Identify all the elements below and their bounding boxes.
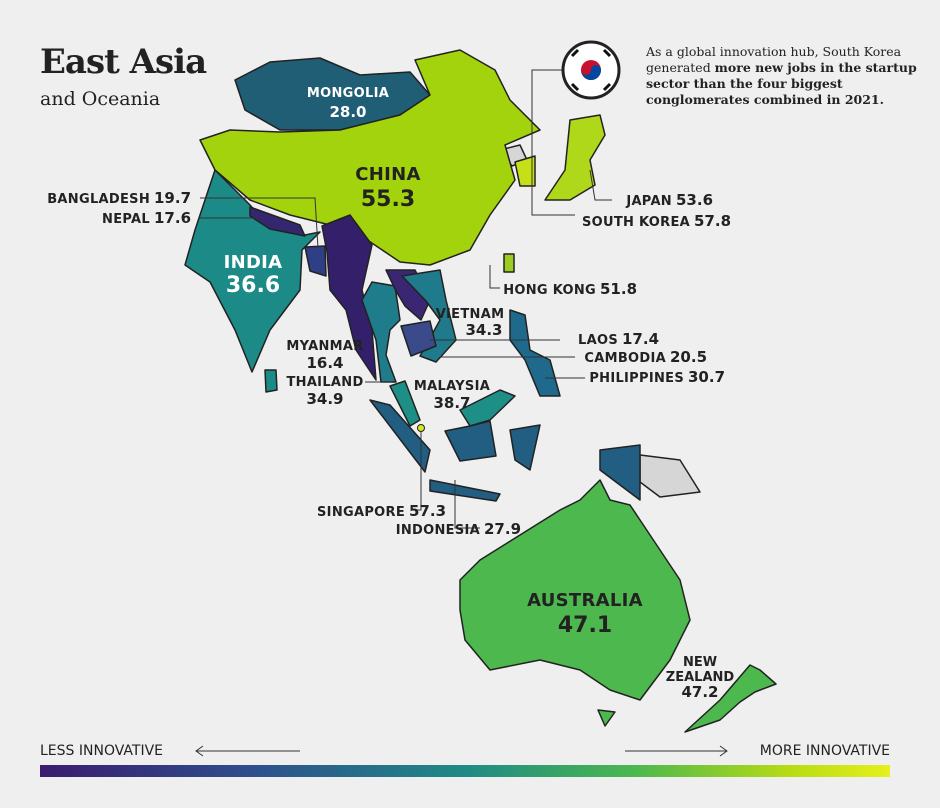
region-name: NEW ZEALAND: [665, 655, 735, 685]
region-shape: [509, 424, 541, 471]
legend-arrow: [625, 745, 728, 757]
region-name: MALAYSIA: [414, 379, 490, 394]
region-shape: [321, 214, 377, 381]
region-score: 19.7: [154, 189, 191, 207]
region-score: 47.2: [681, 683, 719, 701]
region-name: PHILIPPINES: [589, 371, 684, 386]
region-label: NEW ZEALAND 47.2: [660, 655, 740, 700]
region-shape: [459, 479, 691, 701]
region-name: BANGLADESH: [47, 192, 150, 207]
region-shape: [599, 444, 641, 501]
png-shape: [639, 454, 701, 498]
region-name: LAOS: [578, 333, 618, 348]
leader-line: [489, 265, 500, 289]
leader-line: [412, 432, 422, 511]
region-name: MYANMAR: [286, 339, 363, 354]
region-score: 16.4: [306, 354, 343, 372]
region-name: SOUTH KOREA: [582, 215, 690, 230]
region-name: SINGAPORE: [317, 505, 405, 520]
region-shape: [514, 155, 536, 187]
region-name: MONGOLIA: [307, 86, 389, 101]
region-score: 38.7: [433, 394, 470, 412]
region-shape: [509, 309, 561, 397]
region-score: 47.1: [558, 613, 612, 638]
region-score: 28.0: [329, 103, 366, 121]
region-name: NEPAL: [102, 212, 150, 227]
region-score: 53.6: [676, 191, 713, 209]
region-score: 30.7: [688, 368, 725, 386]
region-shape: [503, 253, 515, 273]
region-score: 55.3: [361, 187, 415, 212]
region-shape: [597, 709, 616, 727]
region-shape: [401, 269, 457, 363]
region-shape: [389, 380, 421, 427]
legend-high: MORE INNOVATIVE: [759, 743, 890, 759]
region-name: INDONESIA: [396, 523, 480, 538]
region-score: 20.5: [670, 348, 707, 366]
region-name: INDIA: [224, 252, 283, 273]
region-shape: [369, 399, 431, 473]
annotation: As a global innovation hub, South Korea …: [646, 44, 918, 108]
region-shape: [459, 389, 516, 427]
region-shape: [429, 479, 501, 502]
legend-low: LESS INNOVATIVE: [40, 743, 163, 759]
subtitle: and Oceania: [40, 88, 161, 110]
region-name: HONG KONG: [503, 283, 596, 298]
region-shape: [444, 420, 497, 462]
region-score: 51.8: [600, 280, 637, 298]
leader-line: [200, 197, 319, 249]
region-shape: [684, 664, 777, 733]
region-score: 17.4: [622, 330, 659, 348]
region-score: 57.3: [409, 502, 446, 520]
annotation-emphasis: more new jobs in the startup sector than…: [646, 60, 917, 107]
region-name: THAILAND: [286, 375, 363, 390]
region-name: CHINA: [355, 164, 420, 185]
region-shape: [304, 245, 327, 277]
region-score: 57.8: [694, 212, 731, 230]
leader-line: [589, 169, 612, 201]
region-shape: [361, 281, 401, 383]
region-score: 36.6: [226, 273, 280, 298]
region-shape: [400, 320, 437, 357]
region-score: 34.9: [306, 390, 343, 408]
region-shape: [264, 369, 278, 393]
region-name: VIETNAM: [436, 307, 505, 322]
annotation-text: As a global innovation hub, South Korea …: [646, 44, 902, 75]
region-shape: [249, 206, 306, 237]
region-score: 17.6: [154, 209, 191, 227]
region-shape: [544, 114, 606, 201]
leader-line: [454, 480, 480, 529]
korea-flag: [561, 40, 621, 100]
legend-gradient: [40, 765, 890, 777]
region-score: 27.9: [484, 520, 521, 538]
leader-line: [531, 69, 575, 216]
region-name: AUSTRALIA: [527, 590, 643, 611]
region-name: JAPAN: [625, 194, 672, 209]
region-score: 34.3: [465, 321, 502, 339]
legend-arrow: [195, 745, 300, 757]
title: East Asia: [40, 42, 207, 82]
region-shape: [417, 424, 425, 432]
region-name: CAMBODIA: [584, 351, 666, 366]
